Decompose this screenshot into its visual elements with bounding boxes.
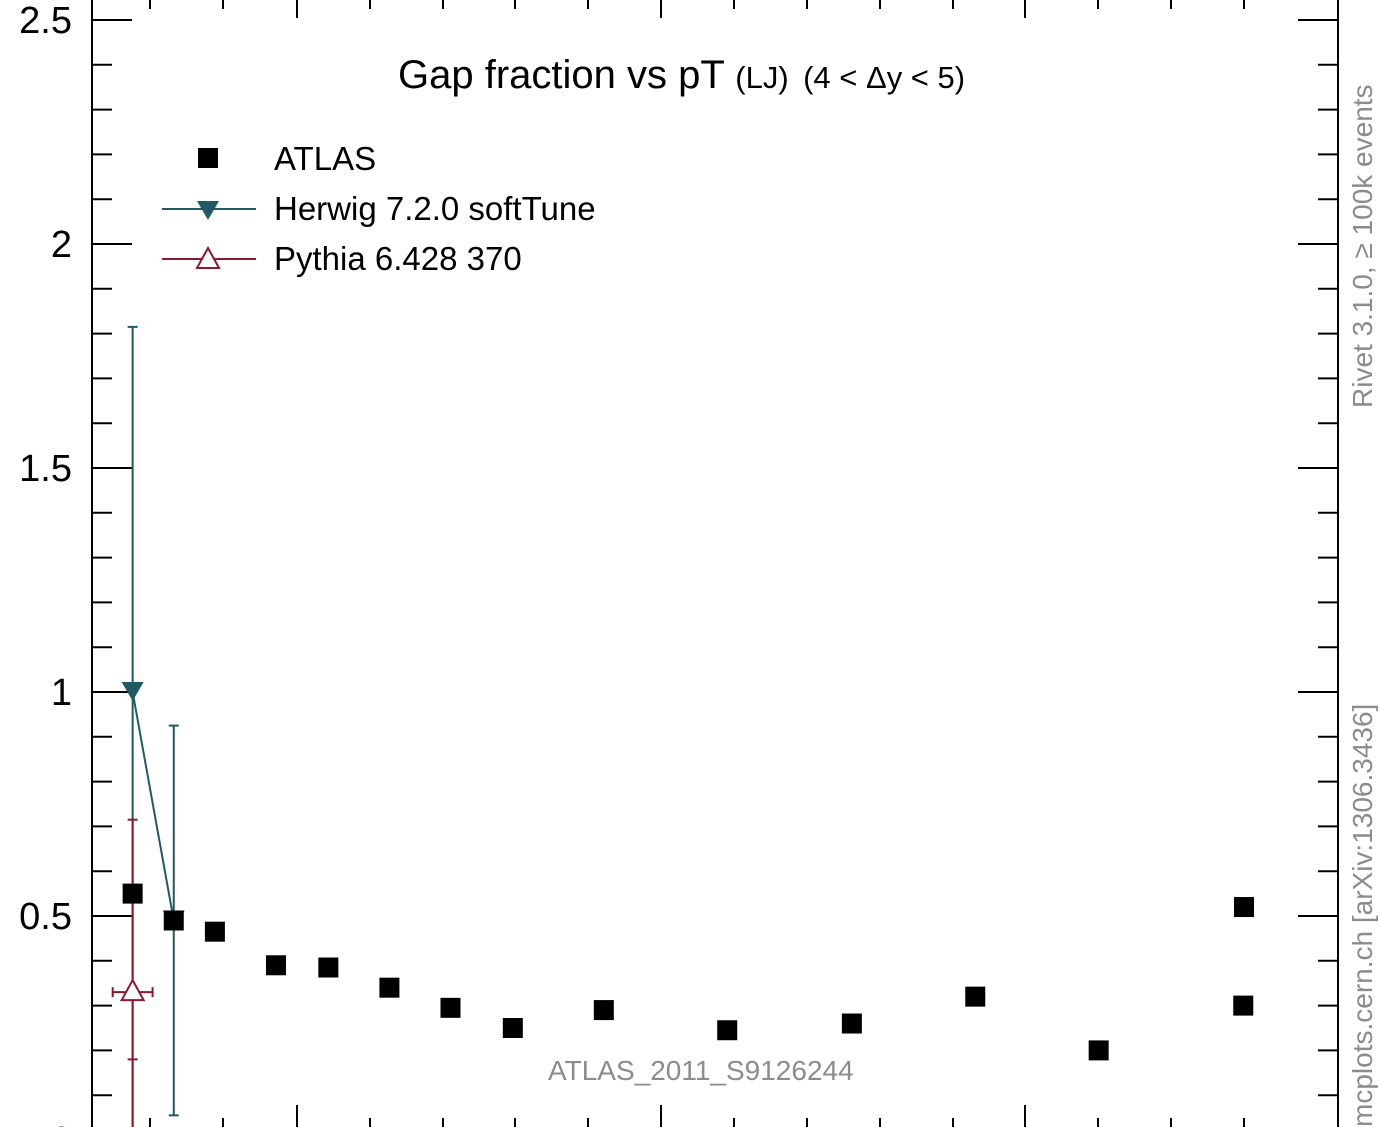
side-text-rivet: Rivet 3.1.0, ≥ 100k events [1347,84,1378,408]
atlas-point [265,955,286,976]
x-axis-ticks [149,0,1245,1127]
atlas-point [965,986,986,1007]
legend-marker-atlas [198,148,218,168]
herwig-line [131,691,175,921]
side-text-mcplots: mcplots.cern.ch [arXiv:1306.3436] [1347,704,1378,1127]
y-axis-ticks [92,19,1338,1097]
pythia-point [119,978,146,1002]
chart-title-range: (4 < Δy < 5) [803,60,965,95]
series-atlas [122,883,1254,1061]
series-herwig [121,325,185,1127]
analysis-id-label: ATLAS_2011_S9126244 [548,1055,854,1086]
atlas-point [1088,1040,1109,1061]
y-tick-label-zero: 0 [51,1120,72,1127]
legend-label-pythia: Pythia 6.428 370 [274,240,522,277]
y-tick-label: 2.5 [19,0,72,42]
legend-label-atlas: ATLAS [274,140,376,177]
atlas-point [163,910,184,931]
atlas-point [122,883,143,904]
herwig-point [121,682,144,701]
plot-frame [91,0,1339,1127]
y-axis-tick-labels: 0.5 1 1.5 2 2.5 0 [19,0,72,1127]
y-tick-label: 2 [51,224,72,266]
atlas-point [318,957,339,978]
atlas-point [440,997,461,1018]
y-tick-label: 0.5 [19,896,72,938]
atlas-point [1234,897,1254,918]
atlas-point [1233,995,1254,1016]
legend-label-herwig: Herwig 7.2.0 softTune [274,190,596,227]
atlas-point [379,977,400,998]
y-tick-label: 1 [51,672,72,714]
series-pythia [111,818,154,1127]
atlas-point [593,1000,614,1021]
atlas-point [204,921,225,942]
chart-title-main: Gap fraction vs pT [398,53,725,97]
chart-title: Gap fraction vs pT (LJ) (4 < Δy < 5) [398,53,965,97]
legend: ATLAS Herwig 7.2.0 softTune Pythia 6.428… [162,140,596,277]
chart-title-sub: (LJ) [735,60,788,95]
legend-marker-herwig [197,201,219,220]
atlas-point [717,1020,738,1041]
atlas-point [841,1013,862,1034]
atlas-point [502,1018,523,1038]
legend-marker-pythia [195,245,221,269]
y-tick-label: 1.5 [19,448,72,490]
